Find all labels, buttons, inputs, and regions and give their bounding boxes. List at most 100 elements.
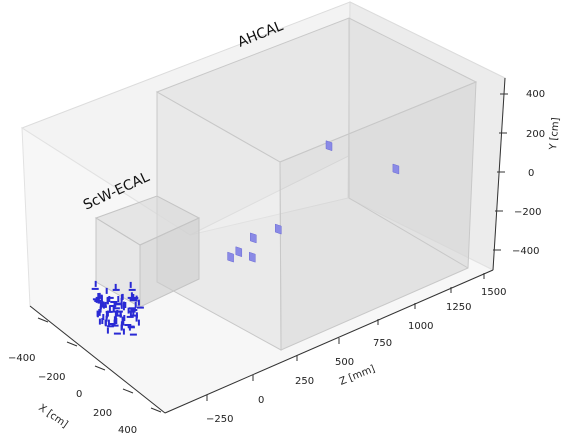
ecal-hit-marker [116, 310, 119, 316]
ecal-hit-marker [113, 302, 121, 305]
ecal-hit-marker [115, 318, 118, 324]
ecal-hit-marker [102, 302, 105, 309]
ecal-hit-marker [114, 283, 117, 290]
z-axis-line [164, 269, 494, 414]
ecal-hit-marker [107, 319, 110, 326]
ecal-hit-marker [114, 314, 122, 317]
z-tick-label: 0 [258, 395, 264, 406]
z-tick-label: 500 [335, 357, 354, 368]
ecal-hit-marker [136, 306, 144, 309]
ahcal-hit-marker [325, 140, 333, 152]
ecal-hit-marker [98, 309, 101, 316]
ecal-hit-marker [112, 307, 120, 310]
ecal-hit-marker [132, 310, 135, 316]
hits-layer [91, 140, 400, 336]
x-axis-line [29, 305, 166, 414]
ecal-hit-marker [130, 292, 133, 299]
ecal-hit-marker [128, 310, 136, 313]
y-tick-label: 0 [528, 168, 534, 179]
y-tick-label: −400 [512, 246, 539, 257]
ecal-hit-marker [121, 319, 124, 326]
ecal-hit-marker [95, 296, 98, 303]
ecal-hit-marker [119, 310, 122, 317]
ahcal-hit-marker [249, 251, 256, 263]
ecal-hit-marker [104, 319, 107, 326]
ecal-hit-marker [117, 296, 120, 302]
ecal-hit-marker [94, 280, 97, 287]
ecal-hit-marker [100, 294, 103, 301]
ahcal-hit-marker [392, 163, 400, 175]
ecal-hit-marker [131, 297, 139, 299]
ecal-hit-marker [112, 305, 115, 312]
ecal-hit-marker [113, 332, 121, 335]
ecal-hit-marker [113, 316, 116, 323]
ecal-hit-marker [113, 319, 116, 326]
ahcal-hit-marker [235, 246, 243, 258]
x-tick-label: 400 [118, 425, 137, 434]
ecal-hit-marker [99, 306, 102, 313]
ecal-hit-marker [122, 328, 125, 335]
ecal-hit-marker [105, 310, 113, 313]
ecal-hit-marker [101, 301, 104, 307]
ecal-hit-marker [134, 301, 137, 308]
ecal-hit-marker [128, 324, 131, 331]
ecal-hit-marker [127, 296, 135, 299]
ecal-hit-marker [122, 301, 125, 308]
ahcal-hit-marker [227, 251, 234, 263]
ecal-hit-marker [129, 298, 137, 301]
z-tick-label: 1000 [408, 321, 433, 332]
z-tick-label: 1500 [481, 287, 506, 298]
y-tick-label: 400 [526, 89, 545, 100]
ecal-hit-marker [137, 319, 140, 326]
ecal-hit-marker [108, 323, 116, 325]
ecal-hit-marker [106, 297, 109, 304]
x-tick-label: −200 [38, 372, 65, 383]
ecal-hit-marker [106, 325, 114, 328]
ecal-hit-marker [129, 281, 132, 288]
y-tick-label: 200 [526, 129, 545, 140]
ecal-hit-marker [129, 333, 137, 336]
ecal-hit-marker [137, 299, 140, 306]
y-axis-title: Y [cm] [548, 117, 562, 151]
ecal-hit-marker [121, 293, 124, 300]
ecal-hit-marker [128, 307, 136, 310]
ecal-hit-marker [98, 318, 101, 325]
ecal-hit-marker [130, 314, 138, 317]
ecal-hit-marker [124, 324, 132, 326]
x-axis-title: X [cm] [36, 402, 69, 430]
ecal-hit-marker [123, 315, 126, 321]
ecal-hit-marker [106, 327, 109, 334]
ecal-hit-marker [108, 305, 111, 312]
ecal-hit-marker [106, 310, 109, 317]
ecal-hit-marker [96, 310, 99, 317]
z-tick-label: 1250 [446, 302, 471, 313]
ecal-hit-marker [102, 314, 105, 320]
ecal-hit-marker [106, 296, 114, 299]
z-tick-label: 250 [295, 376, 314, 387]
ecal-hit-marker [113, 301, 116, 308]
ecal-hit-marker [135, 295, 138, 302]
ecal-hit-marker [97, 301, 105, 304]
y-axis-line [492, 77, 506, 271]
ahcal-hit-marker [250, 232, 257, 244]
y-ticks: 400 200 0 −200 −400 Y [cm] [493, 89, 562, 257]
ecal-hit-marker [127, 325, 135, 328]
ecal-hit-marker [97, 293, 100, 299]
ecal-hit-marker [94, 300, 102, 302]
ecal-hit-marker [98, 292, 101, 299]
ecal-hit-marker [120, 297, 123, 304]
ecal-hit-marker [91, 287, 99, 290]
y-tick-label: −200 [514, 207, 541, 218]
z-tick-label: 750 [373, 338, 392, 349]
ecal-hit-marker [115, 310, 123, 313]
scw-ecal-box [94, 195, 201, 308]
ecal-hit-marker [105, 287, 108, 294]
x-tick-label: 200 [93, 408, 112, 419]
ecal-hit-marker [128, 288, 136, 291]
x-tick-label: −400 [8, 353, 35, 364]
ecal-hit-marker [120, 302, 123, 309]
ecal-hit-marker [108, 296, 111, 302]
ecal-hit-marker [104, 301, 107, 308]
